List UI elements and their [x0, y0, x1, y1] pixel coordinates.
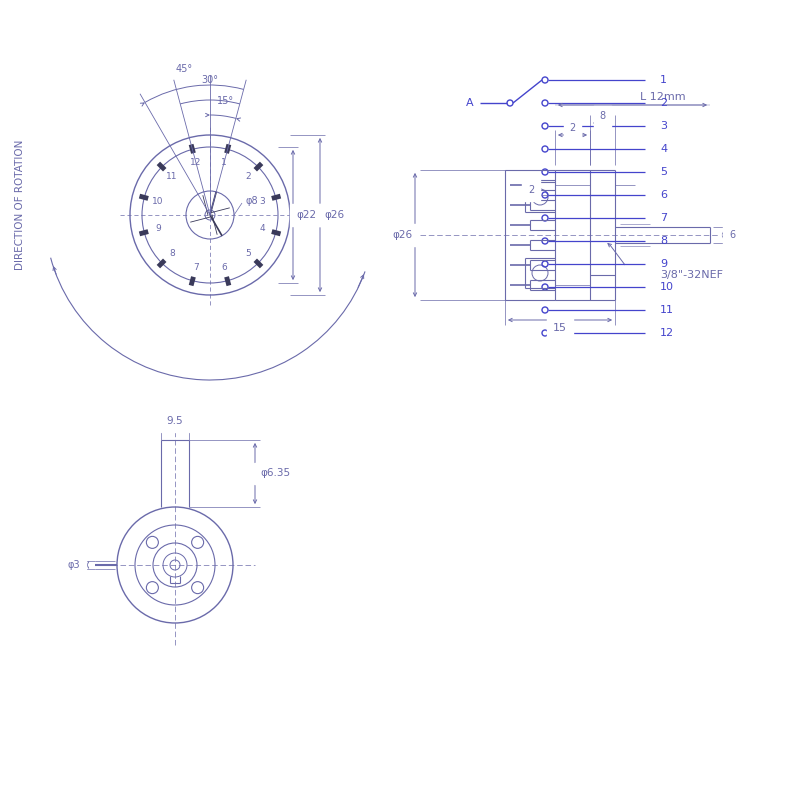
- Text: 6: 6: [221, 262, 227, 272]
- Text: 11: 11: [660, 305, 674, 315]
- Text: 2: 2: [528, 185, 534, 195]
- Text: 4: 4: [259, 225, 265, 234]
- Text: φ26: φ26: [324, 210, 344, 220]
- Text: 3/8"-32NEF: 3/8"-32NEF: [660, 270, 723, 280]
- Text: φ26: φ26: [392, 230, 412, 240]
- Text: 8: 8: [660, 236, 667, 246]
- Text: 30°: 30°: [202, 75, 218, 85]
- Text: 1: 1: [221, 158, 227, 167]
- Text: 12: 12: [190, 158, 202, 167]
- Text: 9: 9: [155, 225, 161, 234]
- Text: 7: 7: [660, 213, 667, 223]
- Text: DIRECTION OF ROTATION: DIRECTION OF ROTATION: [15, 140, 25, 270]
- Text: φ8: φ8: [246, 196, 258, 206]
- Text: φ6.35: φ6.35: [260, 469, 290, 478]
- Text: L 12mm: L 12mm: [640, 92, 685, 102]
- Text: 3: 3: [660, 121, 667, 131]
- Text: 2: 2: [246, 172, 251, 182]
- Text: φ3: φ3: [68, 560, 80, 570]
- Text: φ22: φ22: [296, 210, 316, 220]
- Text: 7: 7: [193, 262, 199, 272]
- Text: 5: 5: [245, 249, 251, 258]
- Text: 15°: 15°: [217, 96, 235, 106]
- Text: 6: 6: [729, 230, 735, 240]
- Text: 9: 9: [660, 259, 667, 269]
- Text: 1: 1: [660, 75, 667, 85]
- Text: 6: 6: [660, 190, 667, 200]
- Text: A: A: [466, 98, 474, 108]
- Text: 9.5: 9.5: [166, 416, 184, 426]
- Text: 4: 4: [660, 144, 667, 154]
- Text: 12: 12: [660, 328, 674, 338]
- Text: 5: 5: [660, 167, 667, 177]
- Text: 8: 8: [169, 249, 175, 258]
- Text: 45°: 45°: [176, 64, 193, 74]
- Text: 15: 15: [553, 323, 567, 333]
- Text: 10: 10: [152, 197, 163, 206]
- Text: 2: 2: [569, 123, 575, 133]
- Text: 10: 10: [660, 282, 674, 292]
- Text: 2: 2: [660, 98, 667, 108]
- Text: 8: 8: [600, 111, 605, 121]
- Text: 3: 3: [259, 197, 265, 206]
- Text: 11: 11: [166, 172, 177, 182]
